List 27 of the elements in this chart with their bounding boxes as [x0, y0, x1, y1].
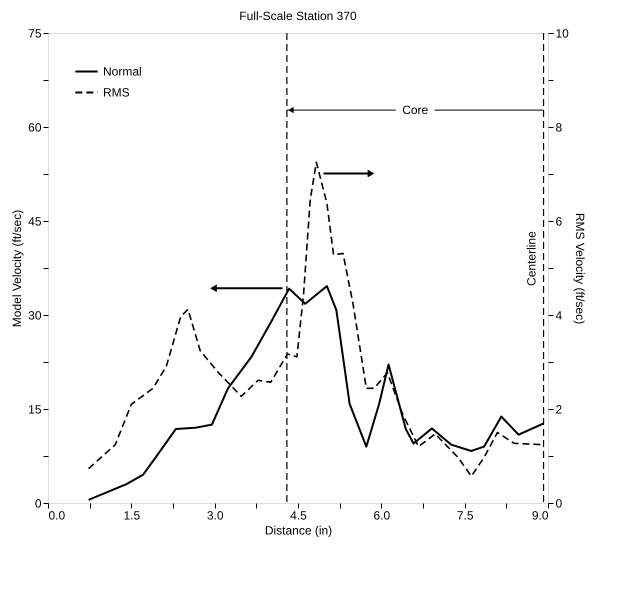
y-tick-label: 30	[28, 308, 42, 322]
x-tick-label: 3.0	[206, 508, 224, 522]
x-tick-label: 7.5	[456, 508, 474, 522]
x-tick-label: 6.0	[373, 508, 390, 522]
legend-label: Normal	[103, 64, 142, 78]
y2-tick-label: 8	[556, 120, 562, 134]
y-tick-label: 0	[34, 496, 42, 510]
y2-tick-label: 4	[556, 308, 562, 322]
y2-axis-title: RMS Velocity (ft/sec)	[572, 212, 587, 324]
x-axis-title: Distance (in)	[264, 524, 332, 538]
y-tick-label: 15	[28, 402, 42, 416]
ref-line-label: Centerline	[524, 230, 539, 286]
x-tick-label: 0.0	[48, 508, 66, 522]
x-tick-label: 1.5	[123, 508, 140, 522]
x-tick-label: 4.5	[290, 508, 308, 522]
annotation: Core	[402, 103, 429, 118]
x-tick-label: 9.0	[532, 508, 549, 522]
y2-tick-label: 10	[556, 26, 570, 40]
y2-tick-label: 6	[556, 214, 562, 228]
legend-label: RMS	[103, 86, 130, 100]
y2-tick-label: 0	[556, 496, 562, 510]
y-tick-label: 60	[28, 120, 42, 134]
y-tick-label: 75	[28, 26, 42, 40]
y-tick-label: 45	[28, 214, 42, 228]
y-axis-title: Model Velocity (ft/sec)	[10, 210, 24, 328]
chart-title: Full-Scale Station 370	[239, 9, 358, 23]
y2-tick-label: 2	[556, 402, 562, 416]
